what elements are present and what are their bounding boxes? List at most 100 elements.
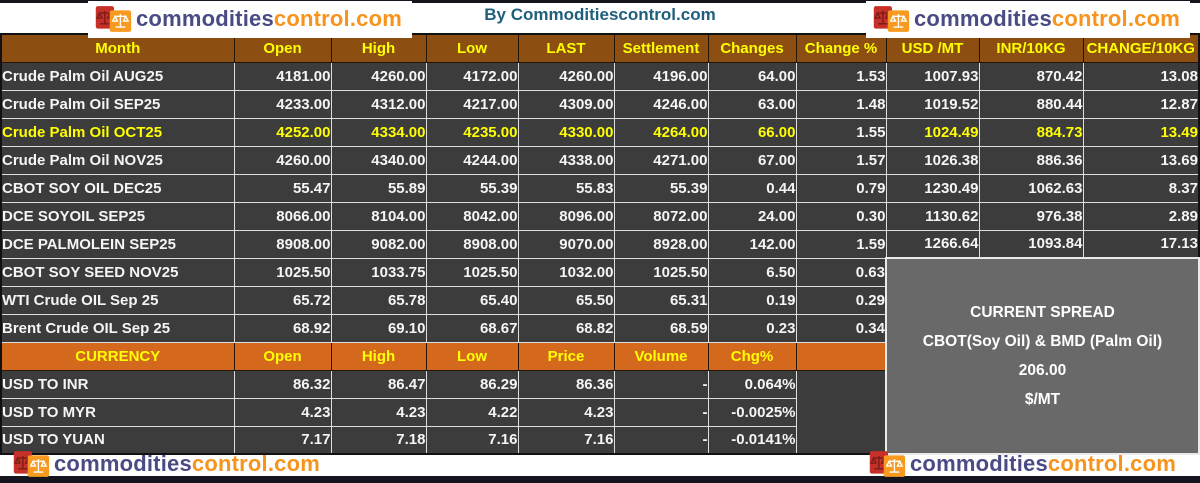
currency-pair-cell: USD TO YUAN <box>0 425 235 455</box>
futures-header-row: Month Open High Low LAST Settlement Chan… <box>0 33 1200 63</box>
header-currency-volume: Volume <box>613 341 709 371</box>
last-cell: 68.82 <box>517 313 615 343</box>
high-cell: 65.78 <box>330 285 427 315</box>
change-10kg-cell: 2.89 <box>1082 201 1200 231</box>
futures-row: DCE SOYOIL SEP25 8066.00 8104.00 8042.00… <box>0 201 1200 231</box>
open-cell: 4260.00 <box>233 145 332 175</box>
high-cell: 9082.00 <box>330 229 427 259</box>
open-cell: 8066.00 <box>233 201 332 231</box>
open-cell: 68.92 <box>233 313 332 343</box>
inr-10kg-cell: 976.38 <box>978 201 1084 231</box>
settlement-cell: 4196.00 <box>613 61 709 91</box>
low-cell: 55.39 <box>425 173 519 203</box>
chg-pct-cell: 0.064% <box>707 369 797 399</box>
high-cell: 4.23 <box>330 397 427 427</box>
low-cell: 4235.00 <box>425 117 519 147</box>
month-cell: Crude Palm Oil SEP25 <box>0 89 235 119</box>
change-pct-cell: 0.34 <box>795 313 887 343</box>
header-month: Month <box>0 33 235 63</box>
settlement-cell: 55.39 <box>613 173 709 203</box>
currency-pair-cell: USD TO INR <box>0 369 235 399</box>
settlement-cell: 8928.00 <box>613 229 709 259</box>
high-cell: 4260.00 <box>330 61 427 91</box>
logo-text-control: control.com <box>1047 451 1177 476</box>
header-currency-high: High <box>330 341 427 371</box>
inr-10kg-cell: 886.36 <box>978 145 1084 175</box>
change-pct-cell: 0.63 <box>795 257 887 287</box>
spread-unit: $/MT <box>1024 391 1061 408</box>
price-cell: 4.23 <box>517 397 615 427</box>
change-10kg-cell: 13.49 <box>1082 117 1200 147</box>
scales-logo-icon <box>873 6 910 32</box>
spread-title: CURRENT SPREAD <box>970 304 1115 321</box>
change-pct-cell: 1.57 <box>795 145 887 175</box>
change-pct-cell: 1.55 <box>795 117 887 147</box>
futures-row: DCE PALMOLEIN SEP25 8908.00 9082.00 8908… <box>0 229 1200 259</box>
brand-logo-bottom-right: commoditiescontrol.com <box>868 449 1176 479</box>
usd-mt-cell: 1230.49 <box>885 173 980 203</box>
futures-row: Crude Palm Oil SEP25 4233.00 4312.00 421… <box>0 89 1200 119</box>
brand-logo-top-right: commoditiescontrol.com <box>866 1 1191 38</box>
header-low: Low <box>425 33 519 63</box>
low-cell: 8908.00 <box>425 229 519 259</box>
high-cell: 1033.75 <box>330 257 427 287</box>
low-cell: 4217.00 <box>425 89 519 119</box>
logo-text-control: control.com <box>1051 6 1181 31</box>
logo-text-commodities: commodities <box>136 6 274 31</box>
month-cell: Crude Palm Oil OCT25 <box>0 117 235 147</box>
header-settlement: Settlement <box>613 33 709 63</box>
header-currency-empty <box>795 341 887 371</box>
changes-cell: 6.50 <box>707 257 797 287</box>
high-cell: 86.47 <box>330 369 427 399</box>
logo-text-control: control.com <box>191 451 321 476</box>
inr-10kg-cell: 1062.63 <box>978 173 1084 203</box>
last-cell: 4338.00 <box>517 145 615 175</box>
current-spread-panel: CURRENT SPREAD CBOT(Soy Oil) & BMD (Palm… <box>885 257 1200 455</box>
high-cell: 4312.00 <box>330 89 427 119</box>
logo-text-commodities: commodities <box>914 6 1052 31</box>
change-pct-cell: 0.29 <box>795 285 887 315</box>
logo-text-commodities: commodities <box>910 451 1048 476</box>
change-10kg-cell: 17.13 <box>1082 229 1200 259</box>
settlement-cell: 4246.00 <box>613 89 709 119</box>
bottom-border-bar <box>0 476 1200 483</box>
brand-logo-top-left: commoditiescontrol.com <box>88 1 413 38</box>
changes-cell: 66.00 <box>707 117 797 147</box>
logo-text-commodities: commodities <box>54 451 192 476</box>
month-cell: CBOT SOY OIL DEC25 <box>0 173 235 203</box>
currency-row: USD TO MYR 4.23 4.23 4.22 4.23 - -0.0025… <box>0 397 1199 427</box>
low-cell: 8042.00 <box>425 201 519 231</box>
header-open: Open <box>233 33 332 63</box>
low-cell: 4.22 <box>425 397 519 427</box>
last-cell: 1032.00 <box>517 257 615 287</box>
change-10kg-cell: 13.08 <box>1082 61 1200 91</box>
header-inr-10kg: INR/10KG <box>978 33 1084 63</box>
header-changes: Changes <box>707 33 797 63</box>
month-cell: DCE PALMOLEIN SEP25 <box>0 229 235 259</box>
high-cell: 4334.00 <box>330 117 427 147</box>
header-change-pct: Change % <box>795 33 887 63</box>
settlement-cell: 65.31 <box>613 285 709 315</box>
changes-cell: 63.00 <box>707 89 797 119</box>
header-change-10kg: CHANGE/10KG <box>1082 33 1200 63</box>
price-cell: 86.36 <box>517 369 615 399</box>
last-cell: 4330.00 <box>517 117 615 147</box>
low-cell: 7.16 <box>425 425 519 455</box>
month-cell: Crude Palm Oil AUG25 <box>0 61 235 91</box>
open-cell: 55.47 <box>233 173 332 203</box>
settlement-cell: 68.59 <box>613 313 709 343</box>
open-cell: 1025.50 <box>233 257 332 287</box>
currency-row: USD TO INR 86.32 86.47 86.29 86.36 - 0.0… <box>0 369 1199 455</box>
usd-mt-cell: 1026.38 <box>885 145 980 175</box>
open-cell: 4.23 <box>233 397 332 427</box>
change-10kg-cell: 8.37 <box>1082 173 1200 203</box>
changes-cell: 67.00 <box>707 145 797 175</box>
open-cell: 8908.00 <box>233 229 332 259</box>
settlement-cell: 1025.50 <box>613 257 709 287</box>
top-border-bar <box>0 0 1200 3</box>
high-cell: 55.89 <box>330 173 427 203</box>
month-cell: Brent Crude OIL Sep 25 <box>0 313 235 343</box>
inr-10kg-cell: 870.42 <box>978 61 1084 91</box>
brand-logo-bottom-left: commoditiescontrol.com <box>12 449 320 479</box>
